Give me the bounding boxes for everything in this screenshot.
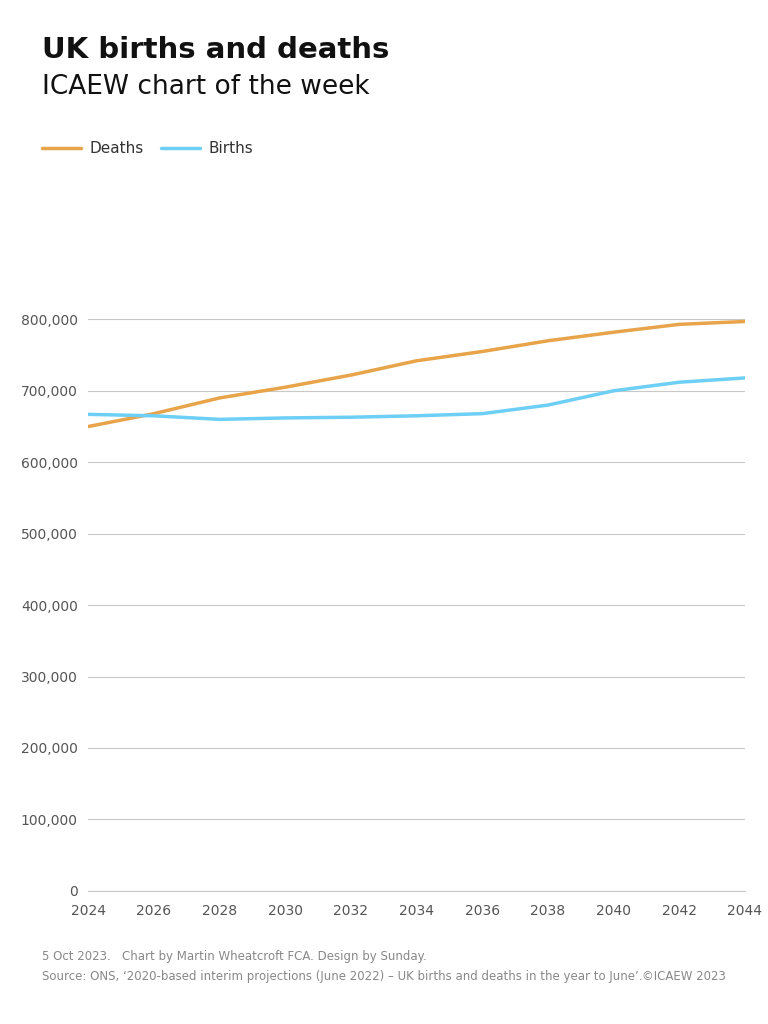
Text: ICAEW chart of the week: ICAEW chart of the week	[42, 74, 370, 99]
Text: Deaths: Deaths	[90, 141, 144, 156]
Text: 5 Oct 2023.   Chart by Martin Wheatcroft FCA. Design by Sunday.: 5 Oct 2023. Chart by Martin Wheatcroft F…	[42, 950, 427, 964]
Text: Births: Births	[209, 141, 253, 156]
Text: ©ICAEW 2023: ©ICAEW 2023	[642, 970, 726, 983]
Text: UK births and deaths: UK births and deaths	[42, 36, 389, 63]
Text: Source: ONS, ‘2020-based interim projections (June 2022) – UK births and deaths : Source: ONS, ‘2020-based interim project…	[42, 970, 643, 983]
